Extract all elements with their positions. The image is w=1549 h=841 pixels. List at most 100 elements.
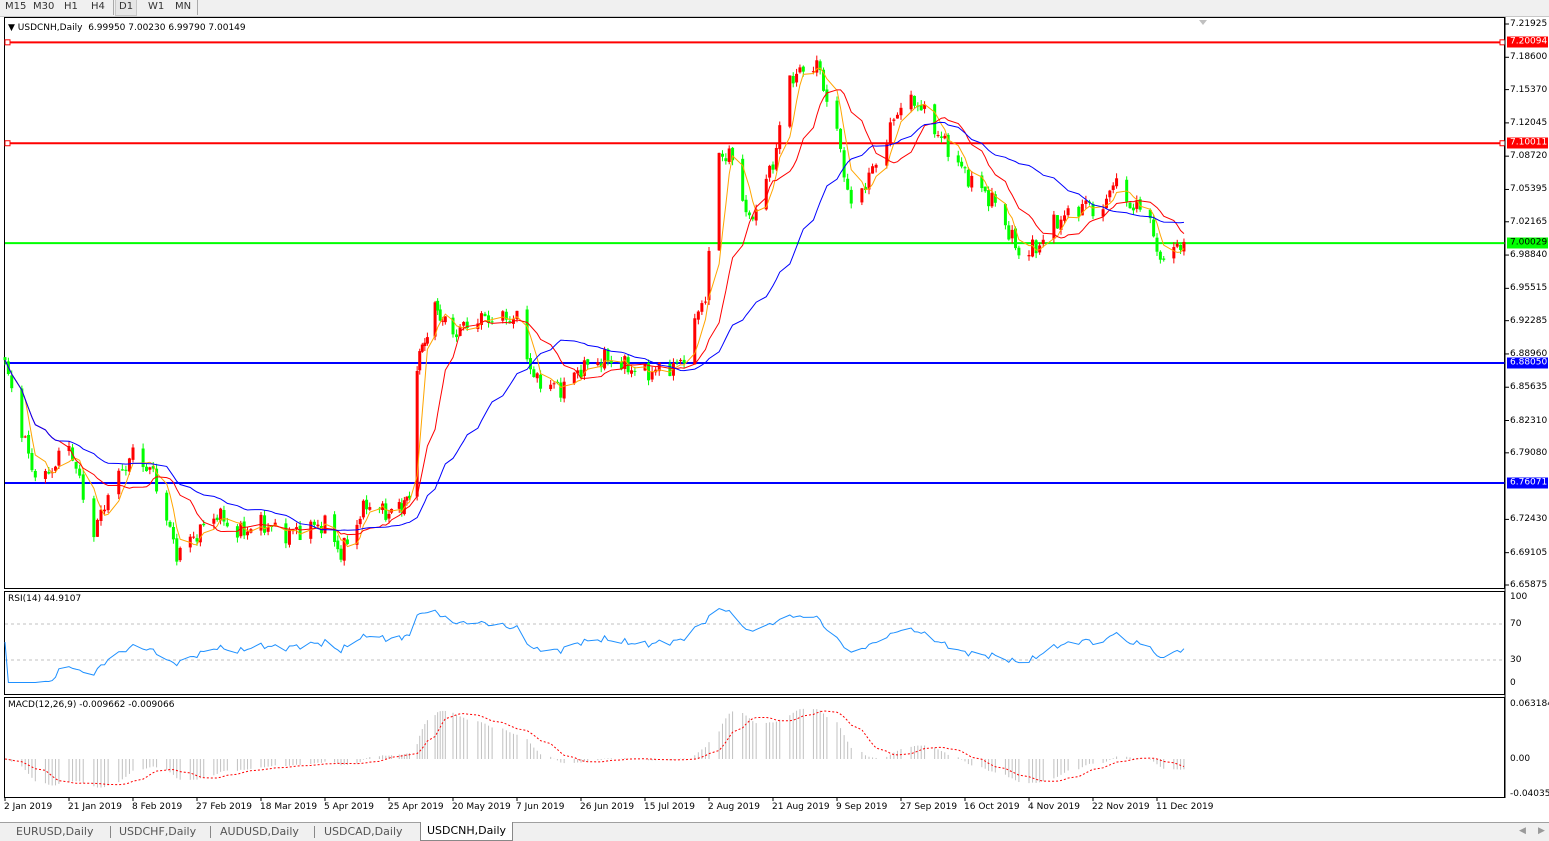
chart-tabs: EURUSD,Daily USDCHF,Daily AUDUSD,Daily U… bbox=[0, 822, 1549, 841]
candle-body bbox=[983, 186, 987, 192]
candle-body bbox=[679, 359, 683, 362]
line-anchor-right bbox=[1499, 39, 1506, 46]
candle-body bbox=[798, 67, 802, 73]
date-axis-label: 7 Jun 2019 bbox=[516, 802, 565, 812]
candle-body bbox=[835, 100, 839, 129]
timeframe-h1-button[interactable]: H1 bbox=[64, 1, 78, 12]
candle-body bbox=[895, 114, 899, 119]
timeframe-mn-button[interactable]: MN bbox=[175, 1, 192, 12]
candle-body bbox=[225, 522, 229, 527]
candle-body bbox=[20, 388, 24, 438]
candle-body bbox=[239, 522, 243, 537]
candle-body bbox=[539, 374, 543, 389]
line-anchor-right bbox=[1499, 140, 1506, 147]
candle-body bbox=[175, 538, 179, 562]
candle-body bbox=[939, 136, 943, 138]
candle-body bbox=[178, 547, 182, 561]
candle-body bbox=[287, 530, 291, 545]
timeframe-h4-button[interactable]: H4 bbox=[91, 1, 105, 12]
macd-axis-label: 0.063184 bbox=[1510, 698, 1549, 709]
candle-body bbox=[515, 310, 519, 319]
candle-body bbox=[339, 548, 343, 560]
tab-audusd[interactable]: AUDUSD,Daily bbox=[220, 825, 299, 838]
candle-body bbox=[1052, 214, 1056, 239]
candle-body bbox=[476, 323, 480, 330]
candle-body bbox=[316, 524, 320, 527]
candle-body bbox=[1066, 208, 1070, 216]
macd-label: MACD(12,26,9) -0.009662 -0.009066 bbox=[8, 700, 175, 710]
candle-body bbox=[368, 507, 372, 510]
candle-body bbox=[528, 358, 532, 370]
candle-body bbox=[791, 75, 795, 84]
candle-body bbox=[358, 518, 362, 525]
candle-body bbox=[919, 105, 923, 111]
candle-body bbox=[774, 147, 778, 170]
candle-body bbox=[842, 150, 846, 178]
candle-body bbox=[933, 104, 937, 135]
candle-body bbox=[579, 369, 583, 378]
candle-body bbox=[724, 158, 728, 162]
tab-usdcad[interactable]: USDCAD,Daily bbox=[324, 825, 403, 838]
price-axis-label: 7.18600 bbox=[1510, 52, 1548, 63]
candle-body bbox=[336, 540, 340, 550]
date-axis-label: 27 Feb 2019 bbox=[196, 802, 253, 812]
candle-body bbox=[764, 178, 768, 210]
scroll-right-icon[interactable]: ▶ bbox=[1538, 826, 1545, 836]
candle-body bbox=[266, 526, 270, 532]
price-line-label: 6.88050 bbox=[1507, 357, 1548, 369]
price-line-label: 7.00029 bbox=[1507, 237, 1548, 249]
candle-body bbox=[436, 300, 440, 311]
date-axis-label: 5 Apr 2019 bbox=[324, 802, 374, 812]
timeframe-d1-button[interactable]: D1 bbox=[115, 0, 138, 16]
candle-body bbox=[846, 178, 850, 190]
candle-body bbox=[960, 161, 964, 167]
chart-header: ▼ USDCNH,Daily 6.99950 7.00230 6.99790 7… bbox=[8, 23, 246, 33]
candle-body bbox=[717, 152, 721, 251]
candle-body bbox=[74, 461, 78, 469]
timeframe-m15-button[interactable]: M15 bbox=[5, 1, 27, 12]
candle-body bbox=[3, 357, 7, 361]
candle-body bbox=[1091, 203, 1095, 217]
date-axis-label: 2 Aug 2019 bbox=[708, 802, 760, 812]
candle-body bbox=[78, 468, 82, 476]
date-axis-label: 21 Aug 2019 bbox=[772, 802, 830, 812]
candle-body bbox=[1063, 215, 1067, 221]
candle-body bbox=[425, 337, 429, 344]
candle-body bbox=[671, 363, 675, 376]
candle-body bbox=[609, 360, 613, 364]
candle-body bbox=[198, 524, 202, 543]
candle-body bbox=[1034, 240, 1038, 254]
candle-body bbox=[345, 539, 349, 545]
price-axis-label: 6.95515 bbox=[1510, 283, 1548, 294]
candle-body bbox=[1162, 258, 1166, 260]
candle-body bbox=[501, 311, 505, 321]
price-axis-label: 7.21925 bbox=[1510, 19, 1548, 29]
candle-body bbox=[1010, 229, 1014, 239]
collapse-triangle-icon[interactable]: ▼ bbox=[8, 23, 15, 33]
candle-body bbox=[936, 135, 940, 137]
timeframe-m30-button[interactable]: M30 bbox=[33, 1, 55, 12]
tab-eurusd[interactable]: EURUSD,Daily bbox=[16, 825, 94, 838]
candle-body bbox=[259, 514, 263, 531]
tab-usdchf[interactable]: USDCHF,Daily bbox=[119, 825, 197, 838]
candle-body bbox=[418, 351, 422, 371]
candle-body bbox=[696, 311, 700, 320]
candle-body bbox=[168, 521, 172, 527]
candle-body bbox=[433, 302, 437, 337]
candle-body bbox=[1172, 247, 1176, 259]
candle-body bbox=[455, 334, 459, 338]
scroll-left-icon[interactable]: ◀ bbox=[1519, 826, 1526, 836]
date-axis-label: 18 Mar 2019 bbox=[260, 802, 318, 812]
candle-body bbox=[788, 75, 792, 127]
candle-body bbox=[888, 122, 892, 144]
candle-body bbox=[966, 169, 970, 187]
rsi-axis-label: 100 bbox=[1510, 592, 1528, 602]
candle-body bbox=[30, 453, 34, 471]
candle-body bbox=[559, 382, 563, 398]
candle-body bbox=[43, 471, 47, 479]
candle-body bbox=[703, 301, 707, 303]
candle-body bbox=[365, 499, 369, 510]
timeframe-w1-button[interactable]: W1 bbox=[148, 1, 165, 12]
tab-usdcnh[interactable]: USDCNH,Daily bbox=[420, 822, 514, 841]
candle-body bbox=[720, 153, 724, 157]
